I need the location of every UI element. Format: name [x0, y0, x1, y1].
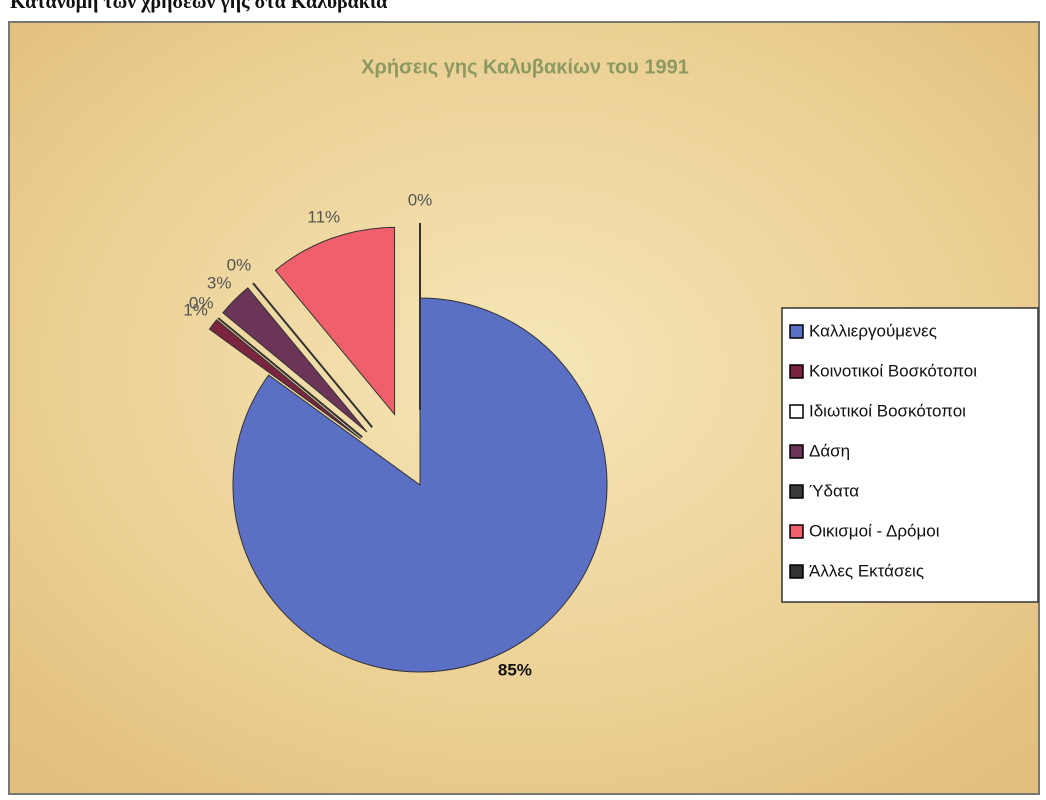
- heading: Κατανομή των χρήσεων γης στα Καλύβακια: [10, 0, 388, 13]
- legend-swatch: [789, 324, 804, 339]
- legend-label: Καλλιεργούμενες: [809, 321, 937, 340]
- pie-slice: [274, 226, 396, 416]
- pie-slice: [217, 317, 363, 438]
- legend-swatch: [789, 484, 804, 499]
- data-label: 1%: [183, 300, 208, 319]
- legend-label: Άλλες Εκτάσεις: [809, 561, 924, 580]
- data-label: 85%: [498, 661, 532, 680]
- pie-slice: [232, 297, 608, 673]
- pie-slice: [208, 319, 362, 440]
- pie-slice: [252, 282, 373, 428]
- legend-swatch: [789, 524, 804, 539]
- legend-swatch: [789, 364, 804, 379]
- legend-label: Ύδατα: [809, 481, 859, 500]
- data-label: 0%: [189, 293, 214, 312]
- legend-label: Κοινοτικοί Βοσκότοποι: [809, 361, 977, 380]
- legend-label: Ιδιωτικοί Βοσκότοποι: [809, 401, 966, 420]
- legend: [781, 307, 1039, 603]
- pie-slice: [222, 287, 368, 433]
- data-label: 0%: [408, 190, 433, 209]
- legend-swatch: [789, 444, 804, 459]
- legend-label: Δάση: [809, 441, 850, 460]
- data-label: 0%: [227, 256, 252, 275]
- data-label: 11%: [307, 207, 340, 226]
- legend-label: Οικισμοί - Δρόμοι: [809, 521, 940, 540]
- data-label: 3%: [207, 274, 232, 293]
- chart-title: Χρήσεις γης Καλυβακίων του 1991: [361, 56, 689, 78]
- legend-swatch: [789, 404, 804, 419]
- legend-swatch: [789, 564, 804, 579]
